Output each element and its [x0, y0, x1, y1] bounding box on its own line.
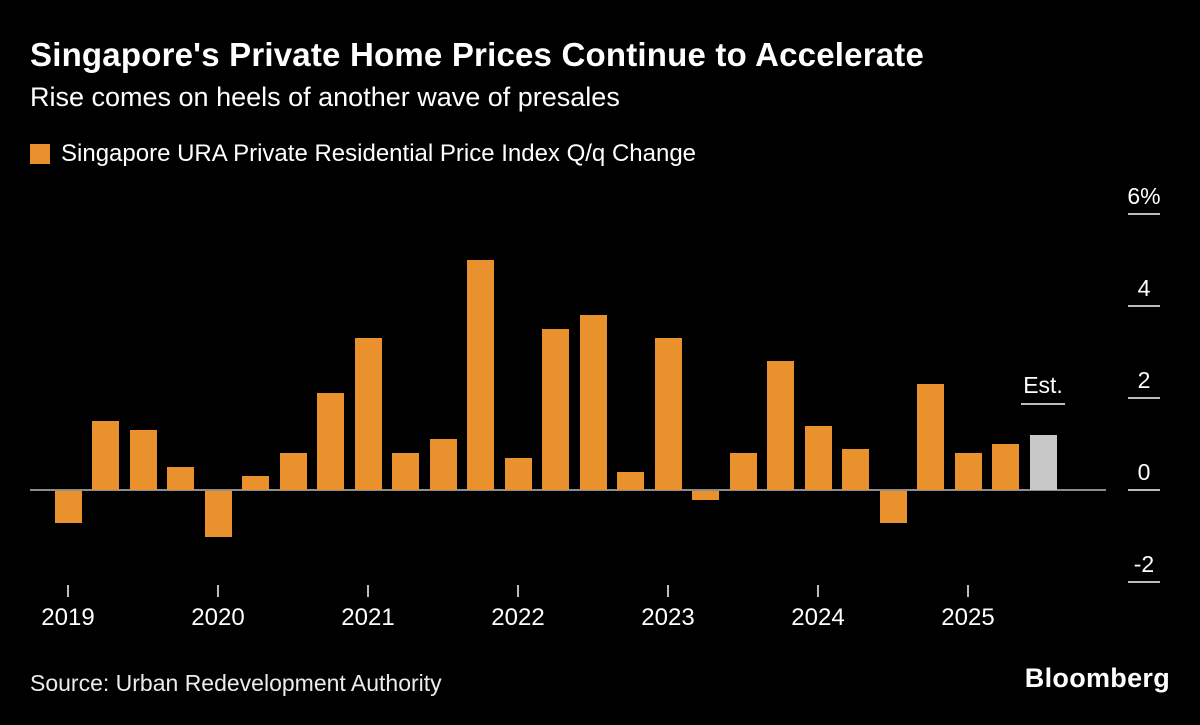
bar [242, 476, 269, 490]
x-axis-label: 2023 [641, 604, 695, 631]
bar [129, 430, 157, 490]
x-axis-tick [517, 585, 519, 597]
bar [654, 338, 682, 490]
y-axis-tick [1128, 581, 1160, 583]
bar [579, 315, 607, 490]
y-axis-tick [1128, 489, 1160, 491]
bar-estimate [1029, 434, 1057, 490]
bloomberg-logo: Bloomberg [1024, 663, 1170, 693]
y-axis-label: 6% [1127, 183, 1161, 209]
bar [804, 425, 832, 490]
bar [692, 491, 719, 501]
bar [317, 393, 344, 490]
x-axis-tick [217, 585, 219, 597]
y-axis-label: 2 [1137, 367, 1151, 393]
bar [467, 260, 494, 490]
bar [92, 421, 119, 490]
x-axis-label: 2025 [941, 604, 995, 631]
x-axis-tick [67, 585, 69, 597]
x-axis-tick [967, 585, 969, 597]
y-axis-tick [1128, 213, 1160, 215]
y-axis-tick [1128, 397, 1160, 399]
bar [879, 491, 907, 524]
y-axis-label: -2 [1133, 551, 1155, 577]
bar [279, 453, 307, 490]
chart-title: Singapore's Private Home Prices Continue… [30, 36, 925, 73]
bar [542, 329, 569, 490]
x-axis-tick [667, 585, 669, 597]
estimate-label: Est. [1023, 371, 1063, 398]
legend-swatch-icon [30, 144, 50, 164]
bar [992, 444, 1019, 490]
estimate-underline [1021, 402, 1065, 405]
source-note: Source: Urban Redevelopment Authority [30, 670, 442, 696]
legend-label: Singapore URA Private Residential Price … [61, 140, 697, 167]
bar [392, 453, 419, 490]
bar [504, 457, 532, 490]
x-axis-label: 2024 [791, 604, 845, 631]
bar [617, 471, 644, 490]
bar [954, 453, 982, 490]
bar [767, 361, 794, 490]
bar [729, 453, 757, 490]
x-axis-label: 2022 [491, 604, 545, 631]
y-axis-label: 0 [1137, 459, 1151, 485]
x-axis-tick [817, 585, 819, 597]
chart-subtitle: Rise comes on heels of another wave of p… [30, 82, 620, 112]
bar [354, 338, 382, 490]
zero-axis-line [30, 489, 1106, 491]
x-axis-tick [367, 585, 369, 597]
x-axis-label: 2019 [41, 604, 95, 631]
bar [917, 384, 944, 490]
bar [429, 439, 457, 490]
x-axis-label: 2021 [341, 604, 395, 631]
legend: Singapore URA Private Residential Price … [30, 140, 696, 168]
bar [204, 491, 232, 537]
bar [842, 448, 869, 490]
y-axis-label: 4 [1137, 275, 1151, 301]
x-axis-label: 2020 [191, 604, 245, 631]
bar [54, 491, 82, 524]
bar [167, 467, 194, 490]
y-axis-tick [1128, 305, 1160, 307]
